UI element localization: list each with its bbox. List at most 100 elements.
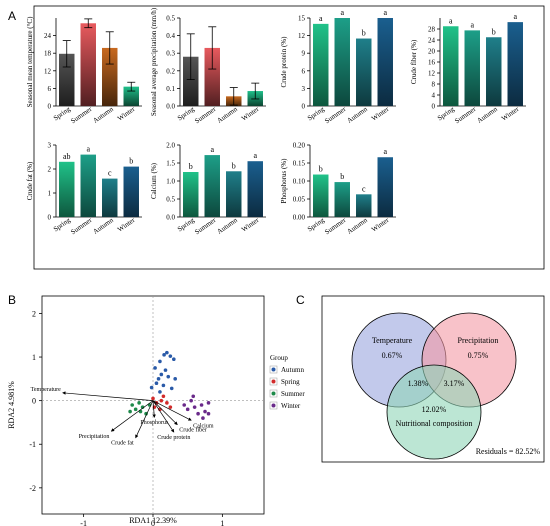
significance-letter: c xyxy=(362,184,366,193)
point-spring xyxy=(159,398,164,403)
bar xyxy=(486,37,502,106)
y-tick-label: 1.0 xyxy=(166,178,175,186)
bar xyxy=(356,38,372,106)
y-tick-label: 0 xyxy=(32,397,36,406)
legend-title: Group xyxy=(270,354,288,362)
arrow-label: Precipitation xyxy=(79,434,110,440)
venn-diagram: Temperature 0.67% Precipitation 0.75% 1.38% 3… xyxy=(321,295,545,463)
residuals-label: Residuals = 82.52% xyxy=(476,447,541,456)
venn-value: 0.67% xyxy=(382,351,403,360)
arrow-label: Crude fat xyxy=(111,440,134,447)
loading-arrow xyxy=(152,400,178,426)
significance-letter: a xyxy=(513,12,517,21)
loading-arrow xyxy=(152,400,156,418)
point-winter xyxy=(196,411,200,416)
point-winter xyxy=(199,403,204,407)
y-tick-label: 0.0 xyxy=(166,214,175,222)
y-tick-label: 0.1 xyxy=(166,85,175,93)
arrow-label: Temperature xyxy=(31,387,62,393)
y-tick-label: 1 xyxy=(32,353,36,362)
y-tick-label: 2.0 xyxy=(166,142,175,150)
point-autumn xyxy=(162,353,166,357)
legend-label: Autumn xyxy=(281,366,304,374)
panel-a-frame xyxy=(33,5,545,270)
significance-letter: a xyxy=(383,147,387,156)
bar xyxy=(507,22,523,106)
point-winter xyxy=(206,411,211,416)
point-summer xyxy=(128,409,132,414)
y-tick-label: 0 xyxy=(432,103,436,111)
point-winter xyxy=(185,407,190,412)
bar xyxy=(204,155,220,217)
y-axis-label: Crude protein (%) xyxy=(280,36,288,88)
y-axis-label: Crude fiber (%) xyxy=(410,39,418,84)
point-autumn xyxy=(166,374,171,379)
point-autumn xyxy=(153,366,157,370)
x-axis-label: RDA1 12.39% xyxy=(129,516,177,525)
venn-value: 12.02% xyxy=(422,405,447,414)
significance-letter: b xyxy=(319,165,323,174)
y-axis-label: Phosphorus (%) xyxy=(280,158,288,204)
significance-letter: c xyxy=(108,169,112,178)
significance-letter: a xyxy=(383,8,387,17)
bar xyxy=(80,154,96,217)
significance-letter: a xyxy=(340,8,344,17)
venn-set-label: Precipitation xyxy=(458,336,499,345)
loading-arrow xyxy=(62,391,154,401)
significance-letter: b xyxy=(232,161,236,170)
y-tick-label: 28 xyxy=(428,26,436,34)
y-tick-label: 12 xyxy=(298,32,306,40)
significance-letter: b xyxy=(492,27,496,36)
y-tick-label: -2 xyxy=(29,484,36,493)
y-tick-label: 18 xyxy=(44,50,52,58)
legend-label: Winter xyxy=(281,402,301,410)
y-tick-label: 1 xyxy=(48,190,52,198)
point-autumn xyxy=(173,377,177,381)
loading-arrow xyxy=(135,400,154,439)
bar xyxy=(102,47,118,106)
point-autumn xyxy=(172,357,176,362)
bar xyxy=(334,18,350,106)
bar xyxy=(123,86,139,106)
y-tick-label: 9 xyxy=(302,50,306,58)
venn-set-label: Nutritional composition xyxy=(396,419,473,428)
y-axis-label: Seasonal mean temperature (°C) xyxy=(26,16,34,108)
bar xyxy=(204,47,220,106)
significance-letter: a xyxy=(319,14,323,23)
x-tick-label: 0 xyxy=(151,519,155,526)
loading-arrow xyxy=(110,400,154,432)
venn-value: 0.75% xyxy=(468,351,489,360)
bar xyxy=(377,157,393,217)
bar-chart: 0.0 0.1 0.2 0.3 0.4 0.5 Seasonal average preci… xyxy=(150,7,266,125)
point-summer xyxy=(140,405,145,409)
y-tick-label: 24 xyxy=(44,32,52,40)
point-autumn xyxy=(154,381,159,386)
point-summer xyxy=(138,409,143,414)
y-tick-label: 8 xyxy=(432,81,436,89)
y-tick-label: 0 xyxy=(302,103,306,111)
point-winter xyxy=(182,403,187,407)
bar xyxy=(80,23,96,107)
point-autumn xyxy=(169,386,174,391)
y-tick-label: 6 xyxy=(302,67,306,75)
point-winter xyxy=(189,398,193,403)
rda-biplot: -1 0 1 2 1 0 -1 -2 RDA1 12.39% RDA2 4.981% Tempera… xyxy=(7,295,305,526)
y-tick-label: 12 xyxy=(44,67,52,75)
point-summer xyxy=(137,401,141,405)
y-tick-label: 0.10 xyxy=(293,178,306,186)
significance-letter: a xyxy=(210,145,214,154)
significance-letter: a xyxy=(470,20,474,29)
bar xyxy=(356,194,372,217)
point-summer xyxy=(130,403,134,407)
y-tick-label: 0.5 xyxy=(166,196,175,204)
bar xyxy=(59,161,75,217)
arrow-label: Calcium xyxy=(193,423,214,429)
x-tick-label: -1 xyxy=(80,519,87,526)
point-autumn xyxy=(159,372,164,377)
significance-letter: ab xyxy=(63,152,71,161)
y-tick-label: 6 xyxy=(48,85,52,93)
legend-label: Spring xyxy=(281,378,300,386)
